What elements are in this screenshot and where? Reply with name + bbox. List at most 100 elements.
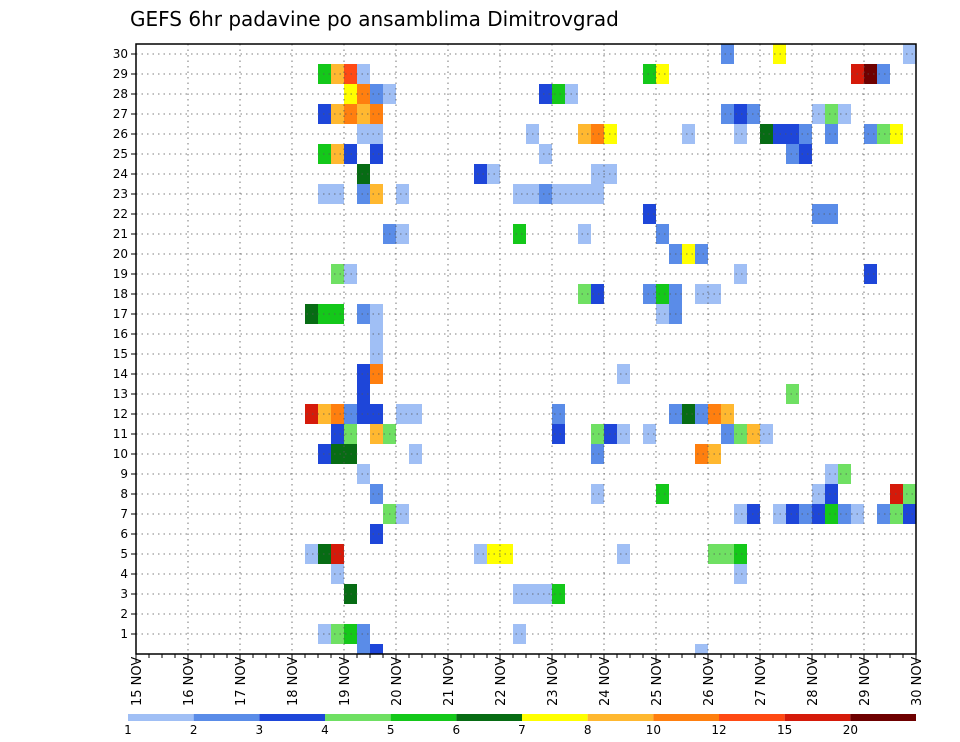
heatmap-cell [513,584,526,604]
legend-swatch [522,714,588,721]
heatmap-cell [799,124,812,144]
heatmap-cell [552,424,565,444]
heatmap-cell [903,504,916,524]
heatmap-cell [357,464,370,484]
heatmap-cell [825,464,838,484]
x-tick-label: 19 NOV [338,657,353,706]
heatmap-cell [682,244,695,264]
heatmap-cell [539,144,552,164]
heatmap-cell [682,404,695,424]
legend-swatch [850,714,916,721]
heatmap-cell [643,64,656,84]
heatmap-cell [617,544,630,564]
x-tick-label: 30 NOV [910,657,925,706]
dotted-grid [135,44,917,654]
heatmap-cell [539,184,552,204]
heatmap-cell [591,164,604,184]
heatmap-cell [331,64,344,84]
x-tick-label: 16 NOV [182,657,197,706]
heatmap-cell [500,544,513,564]
heatmap-cell [396,224,409,244]
heatmap-cell [396,184,409,204]
heatmap-cell [370,124,383,144]
y-tick-label: 23 [113,187,128,201]
heatmap-cell [786,124,799,144]
heatmap-cell [552,84,565,104]
y-tick-label: 1 [120,627,128,641]
heatmap-cell [331,264,344,284]
y-tick-label: 26 [113,127,128,141]
heatmap-cell [734,424,747,444]
x-tick-label: 25 NOV [650,657,665,706]
x-tick-label: 20 NOV [390,657,405,706]
heatmap-cell [578,124,591,144]
legend: 1 2 3 4 5 6 7 8 10 12 15 20 [124,714,916,737]
heatmap-cell [721,404,734,424]
heatmap-cell [695,444,708,464]
heatmap-cell [734,264,747,284]
heatmap-cell [331,144,344,164]
heatmap-cell [357,64,370,84]
y-tick-label: 21 [113,227,128,241]
heatmap-cell [370,84,383,104]
heatmap-cell [370,404,383,424]
heatmap-cell [734,544,747,564]
heatmap-cell [331,624,344,644]
x-tick-label: 15 NOV [130,657,145,706]
heatmap-cell [864,264,877,284]
heatmap-cell [682,124,695,144]
y-tick-label: 14 [113,367,128,381]
legend-label: 2 [190,723,198,737]
heatmap-cell [539,84,552,104]
heatmap-cell [370,524,383,544]
legend-swatch [259,714,325,721]
x-tick-label: 29 NOV [858,657,873,706]
heatmap-cell [357,624,370,644]
heatmap-cell [331,104,344,124]
legend-label: 15 [777,723,792,737]
legend-label: 12 [711,723,726,737]
y-tick-label: 16 [113,327,128,341]
y-tick-label: 24 [113,167,128,181]
heatmap-cell [695,404,708,424]
heatmap-cell [760,424,773,444]
heatmap-cell [578,224,591,244]
heatmap-cell [305,544,318,564]
x-axis: 15 NOV 16 NOV 17 NOV 18 NOV 19 NOV 20 NOV 21 N… [130,654,925,706]
heatmap-cell [370,644,383,654]
heatmap-cell [591,124,604,144]
legend-swatch [193,714,260,721]
legend-label: 3 [256,723,264,737]
heatmap-cell [357,84,370,104]
heatmap-cell [825,484,838,504]
legend-swatch [784,714,851,721]
heatmap-cell [864,124,877,144]
heatmap-cell [513,224,526,244]
y-tick-label: 10 [113,447,128,461]
heatmap-cell [474,544,487,564]
y-tick-label: 27 [113,107,128,121]
heatmap-cell [331,404,344,424]
heatmap-cell [786,504,799,524]
legend-swatch [128,714,194,721]
legend-swatch [587,714,654,721]
heatmap-cell [370,344,383,364]
heatmap-cell [864,64,877,84]
heatmap-cell [357,164,370,184]
heatmap-cell [409,444,422,464]
heatmap-cell [396,504,409,524]
heatmap-cell [370,104,383,124]
heatmap-cell [799,144,812,164]
heatmap-cell [305,404,318,424]
heatmap-cell [357,364,370,384]
legend-swatch [719,714,785,721]
heatmap-cell [721,424,734,444]
heatmap-cell [409,404,422,424]
heatmap-cell [591,184,604,204]
heatmap-cell [903,484,916,504]
heatmap-cell [838,464,851,484]
legend-label: 7 [518,723,526,737]
heatmap-cell [591,284,604,304]
legend-swatch [653,714,719,721]
